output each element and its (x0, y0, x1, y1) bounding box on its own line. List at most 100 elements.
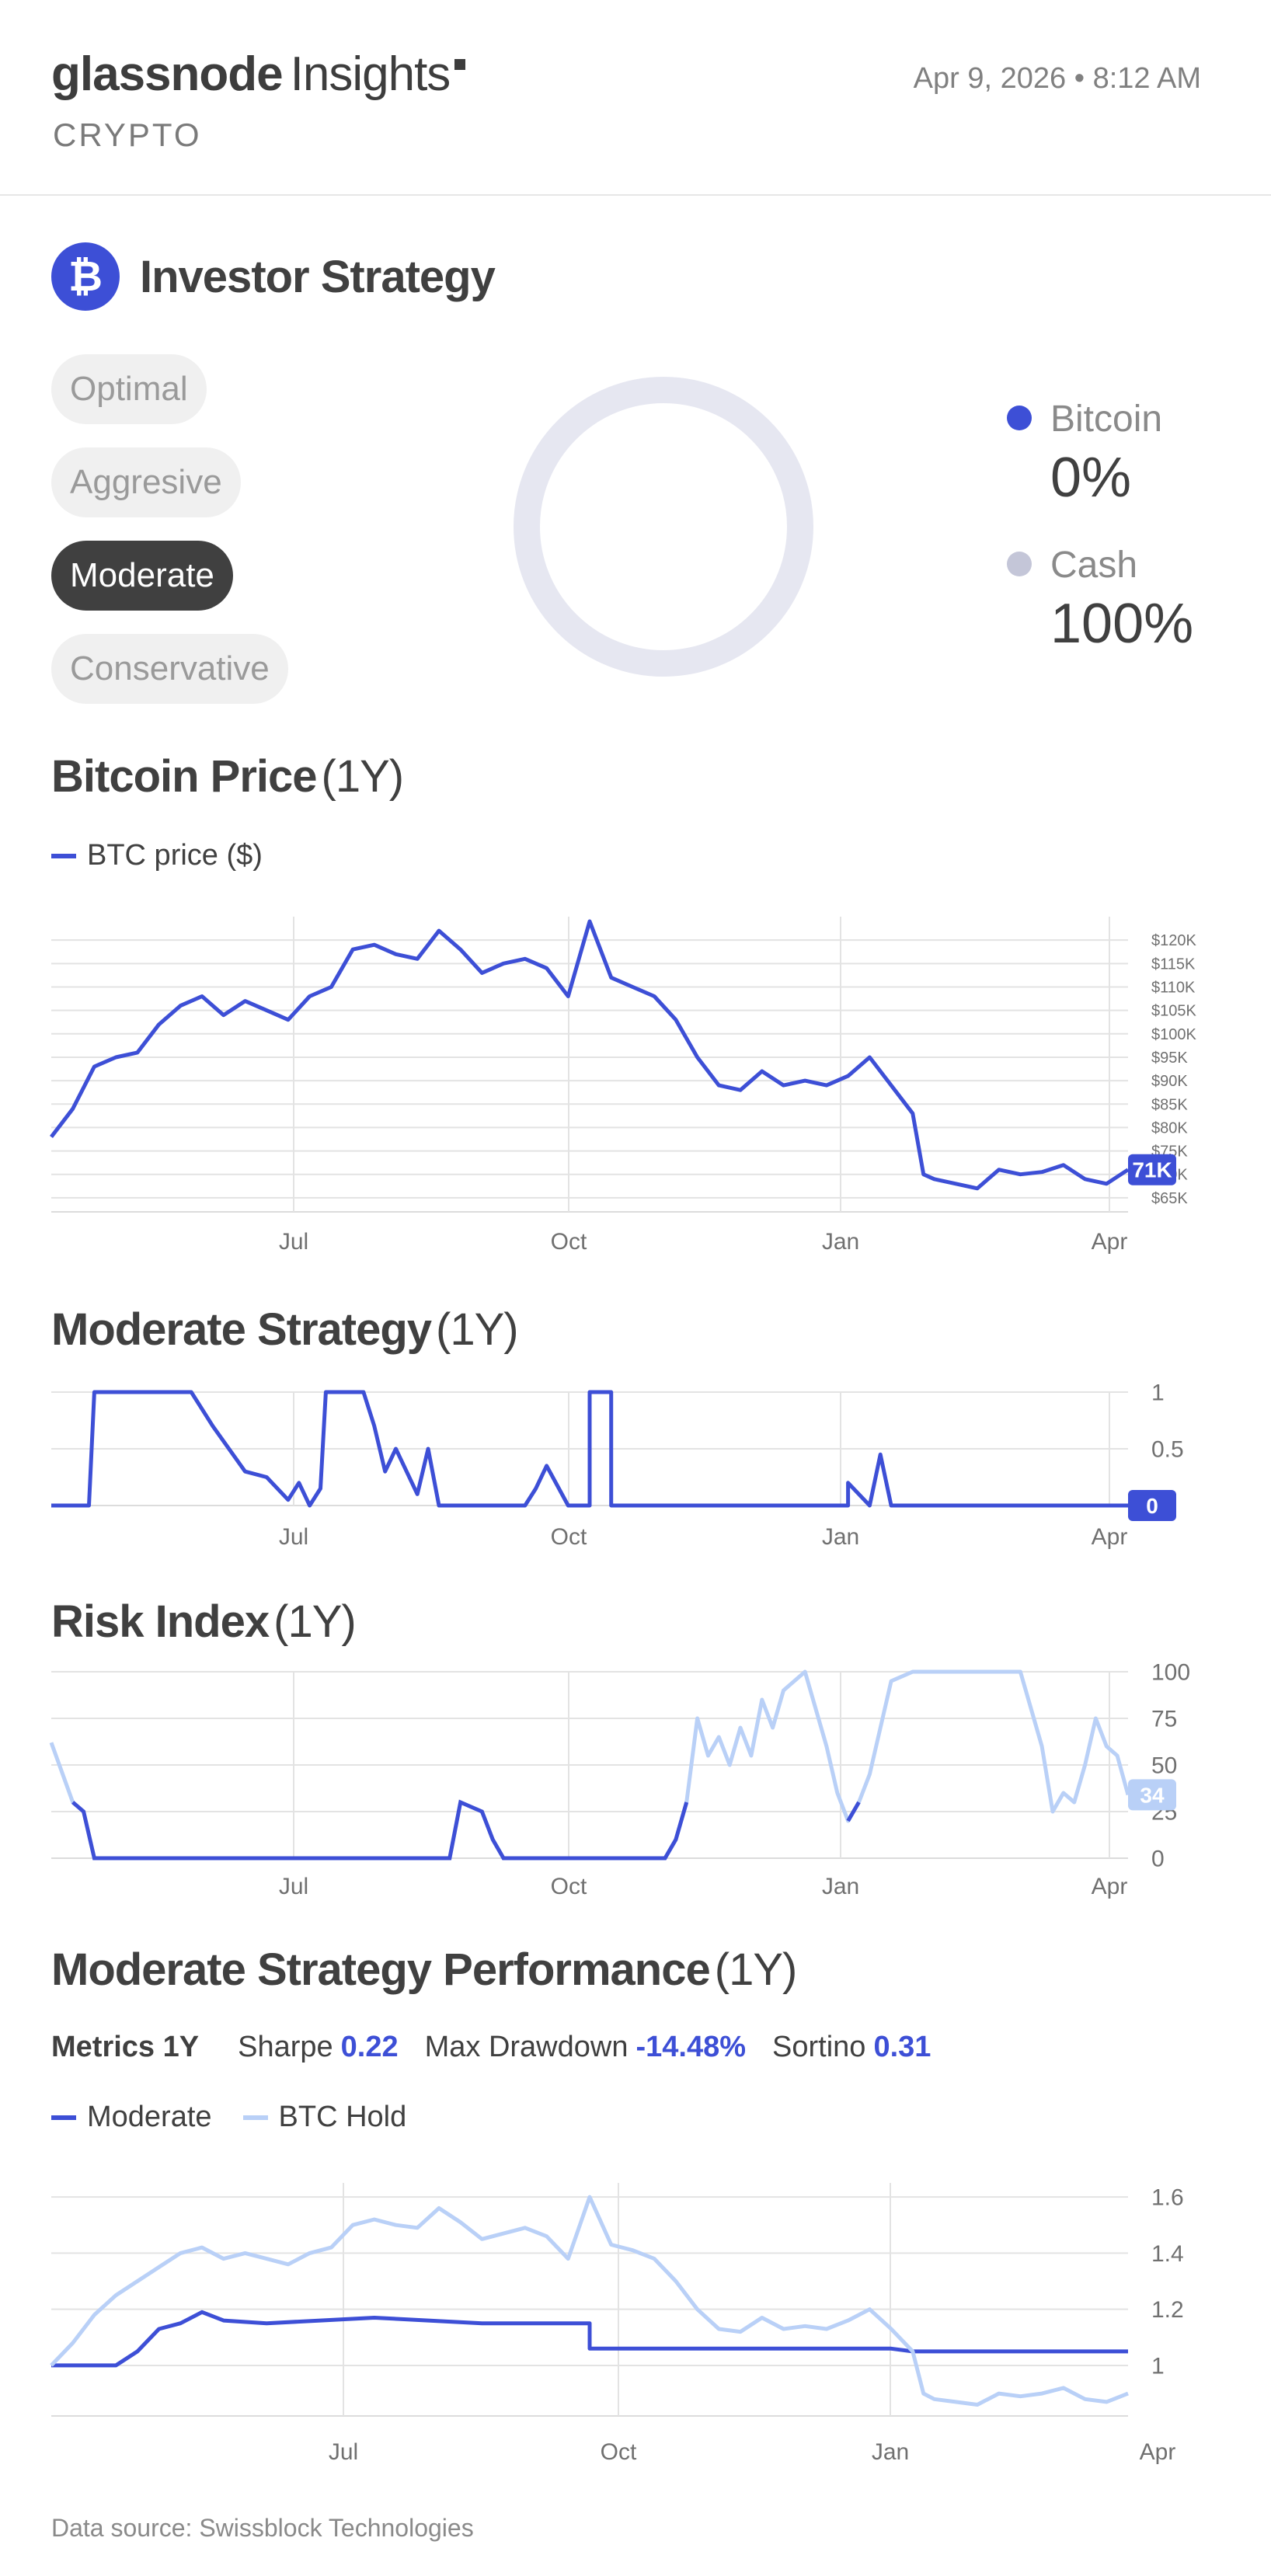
cash-dot-icon (1007, 552, 1032, 576)
x-tick-label: Jan (822, 1874, 859, 1899)
x-tick-label: Jul (329, 2439, 358, 2465)
x-tick-label: Oct (551, 1874, 587, 1899)
strategy-period: (1Y) (436, 1304, 519, 1355)
y-tick-label: $85K (1151, 1096, 1188, 1113)
bitcoin-price-chart[interactable]: $65K$70K$75K$80K$85K$90K$95K$100K$105K$1… (0, 901, 1271, 1266)
x-tick-label: Jul (279, 1874, 308, 1899)
y-tick-label: $65K (1151, 1190, 1188, 1207)
last-value-label: 0 (1146, 1494, 1158, 1518)
performance-period: (1Y) (714, 1944, 798, 1995)
y-tick-label: $115K (1151, 956, 1196, 973)
strategy-section-title: Moderate Strategy (1Y) (51, 1304, 519, 1356)
x-tick-label: Apr (1140, 2439, 1176, 2465)
x-tick-label: Jan (872, 2439, 909, 2465)
allocation-donut (514, 377, 813, 677)
y-tick-label: $110K (1151, 979, 1196, 996)
x-tick-label: Oct (551, 1229, 587, 1255)
price-title-text: Bitcoin Price (51, 751, 318, 802)
strategy-option-optimal[interactable]: Optimal (51, 354, 207, 424)
legend-moderate-label: Moderate (87, 2101, 212, 2133)
series-line-risk-low (73, 1802, 1074, 1858)
last-value-badge: 0 (1128, 1490, 1176, 1521)
y-tick-label: $105K (1151, 1003, 1196, 1020)
metrics-row: Metrics 1Y Sharpe 0.22 Max Drawdown -14.48… (51, 2031, 957, 2064)
moderate-strategy-chart[interactable]: 0.5 1 Jul Oct Jan Apr 0 (0, 1375, 1271, 1561)
y-tick-label: 75 (1151, 1707, 1177, 1732)
risk-section-title: Risk Index (1Y) (51, 1596, 357, 1648)
last-value-badge: 34 (1128, 1779, 1176, 1811)
y-tick-label: $95K (1151, 1050, 1188, 1067)
allocation-bitcoin-name: Bitcoin (1050, 399, 1163, 440)
strategy-title: Investor Strategy (140, 251, 496, 302)
y-tick-label: $100K (1151, 1026, 1196, 1043)
category-label: CRYPTO (53, 117, 202, 153)
x-tick-label: Oct (601, 2439, 637, 2465)
metric-drawdown-label: Max Drawdown (424, 2031, 629, 2063)
metric-drawdown: Max Drawdown -14.48% (425, 2031, 746, 2064)
legend-btc-price[interactable]: BTC price ($) (51, 839, 263, 872)
metric-sharpe: Sharpe 0.22 (238, 2031, 399, 2064)
strategy-header: ₿ Investor Strategy (51, 242, 496, 311)
strategy-option-moderate[interactable]: Moderate (51, 541, 233, 611)
x-tick-label: Apr (1092, 1524, 1128, 1550)
series-line-moderate (51, 1390, 1128, 1508)
bitcoin-dot-icon (1007, 406, 1032, 430)
series-line-btc-hold (50, 2195, 1129, 2407)
x-tick-label: Jul (279, 1229, 308, 1255)
logo-square-icon (454, 59, 466, 70)
y-tick-label: 1.4 (1151, 2241, 1184, 2267)
metric-sortino: Sortino 0.31 (772, 2031, 931, 2064)
metric-sortino-value: 0.31 (873, 2031, 931, 2063)
legend-swatch-icon (51, 2115, 76, 2120)
strategy-option-aggresive[interactable]: Aggresive (51, 447, 241, 517)
last-value-box (1128, 1490, 1176, 1521)
price-section-title: Bitcoin Price (1Y) (51, 750, 405, 802)
performance-title-text: Moderate Strategy Performance (51, 1944, 711, 1995)
last-value-label: 34 (1140, 1783, 1165, 1807)
legend-btc-price-label: BTC price ($) (87, 839, 263, 872)
data-source: Data source: Swissblock Technologies (51, 2514, 474, 2542)
legend-btc-hold[interactable]: BTC Hold (242, 2101, 407, 2134)
last-value-label: 71K (1132, 1158, 1172, 1182)
glassnode-logo[interactable]: glassnode Insights (51, 47, 466, 102)
y-tick-label: $90K (1151, 1073, 1188, 1090)
strategy-chart-title-text: Moderate Strategy (51, 1304, 432, 1355)
legend-moderate[interactable]: Moderate (51, 2101, 212, 2134)
y-tick-label: 1 (1151, 1380, 1165, 1406)
metric-sharpe-label: Sharpe (238, 2031, 333, 2063)
last-value-box (1128, 1779, 1176, 1811)
risk-period: (1Y) (273, 1596, 357, 1647)
y-tick-label: 0.5 (1151, 1437, 1184, 1463)
legend-btc-hold-label: BTC Hold (278, 2101, 407, 2133)
x-tick-label: Jan (822, 1229, 859, 1255)
x-tick-label: Apr (1092, 1229, 1128, 1255)
performance-legend: Moderate BTC Hold (51, 2101, 437, 2134)
y-tick-label: 1 (1151, 2353, 1165, 2379)
series-line-moderate (51, 2310, 1128, 2368)
product-name: Insights (290, 47, 451, 101)
performance-section-title: Moderate Strategy Performance (1Y) (51, 1944, 798, 1996)
y-tick-label: 50 (1151, 1753, 1177, 1779)
y-tick-label: $80K (1151, 1119, 1188, 1137)
strategy-option-conservative[interactable]: Conservative (51, 634, 288, 704)
legend-swatch-icon (51, 853, 76, 858)
donut-cash-ring (514, 377, 813, 677)
series-line-btc-price- (50, 919, 1130, 1191)
y-tick-label: 1.6 (1151, 2185, 1184, 2211)
x-tick-label: Jan (822, 1524, 859, 1550)
y-tick-label: 0 (1151, 1847, 1165, 1872)
header: glassnode Insights CRYPTO Apr 9, 2026 • 8… (0, 0, 1271, 196)
allocation-bitcoin-value: 0% (1050, 447, 1132, 509)
metrics-label: Metrics 1Y (51, 2031, 200, 2063)
metric-drawdown-value: -14.48% (636, 2031, 747, 2063)
price-period: (1Y) (321, 751, 405, 802)
y-tick-label: 1.2 (1151, 2297, 1184, 2323)
legend-swatch-icon (242, 2115, 268, 2120)
last-value-box (1128, 1154, 1176, 1185)
y-tick-label: $120K (1151, 932, 1196, 949)
price-legend: BTC price ($) (51, 839, 294, 872)
allocation-cash-value: 100% (1050, 593, 1194, 655)
performance-chart[interactable]: 1 1.2 1.4 1.6 Jul Oct Jan Apr (0, 2167, 1271, 2478)
x-tick-label: Apr (1092, 1874, 1128, 1899)
